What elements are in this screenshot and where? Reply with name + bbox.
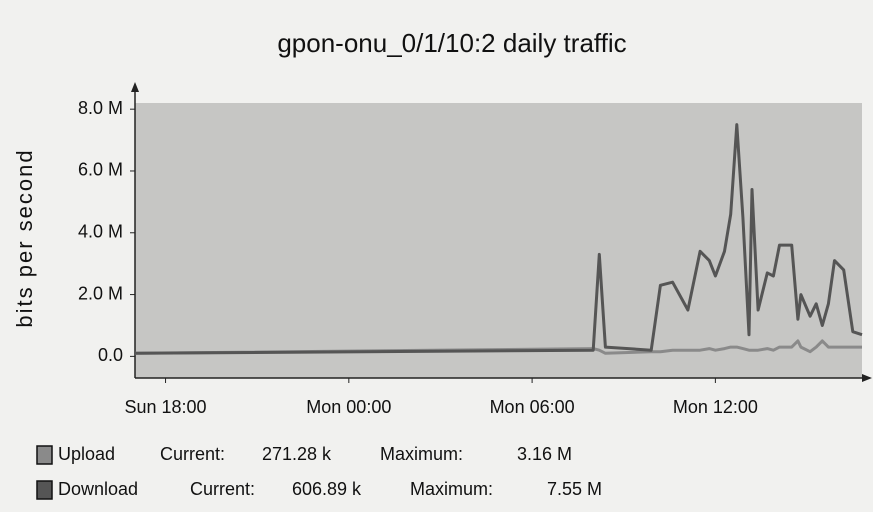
y-axis-arrow <box>131 82 139 92</box>
legend-maximum-label: Maximum: <box>410 479 493 499</box>
x-tick-label: Mon 06:00 <box>490 397 575 417</box>
legend-maximum-value: 3.16 M <box>517 444 572 464</box>
legend-name: Download <box>58 479 138 499</box>
plot-area <box>135 103 862 378</box>
legend-swatch <box>36 445 53 465</box>
x-axis-arrow <box>862 374 872 382</box>
legend-current-value: 271.28 k <box>262 444 332 464</box>
legend-maximum-label: Maximum: <box>380 444 463 464</box>
legend-name: Upload <box>58 444 115 464</box>
y-tick-label: 0.0 <box>98 345 123 365</box>
legend-maximum-value: 7.55 M <box>547 479 602 499</box>
y-tick-label: 6.0 M <box>78 160 123 180</box>
x-tick-label: Mon 00:00 <box>306 397 391 417</box>
legend-current-value: 606.89 k <box>292 479 362 499</box>
y-tick-label: 4.0 M <box>78 222 123 242</box>
y-tick-label: 8.0 M <box>78 98 123 118</box>
x-tick-label: Mon 12:00 <box>673 397 758 417</box>
legend-current-label: Current: <box>190 479 255 499</box>
chart-title: gpon-onu_0/1/10:2 daily traffic <box>277 28 626 58</box>
series-line <box>134 339 862 355</box>
x-tick-label: Sun 18:00 <box>125 397 207 417</box>
y-tick-label: 2.0 M <box>78 283 123 303</box>
series-line <box>134 123 863 355</box>
y-axis-label: bits per second <box>12 148 37 327</box>
legend-current-label: Current: <box>160 444 225 464</box>
legend-swatch <box>36 480 53 500</box>
